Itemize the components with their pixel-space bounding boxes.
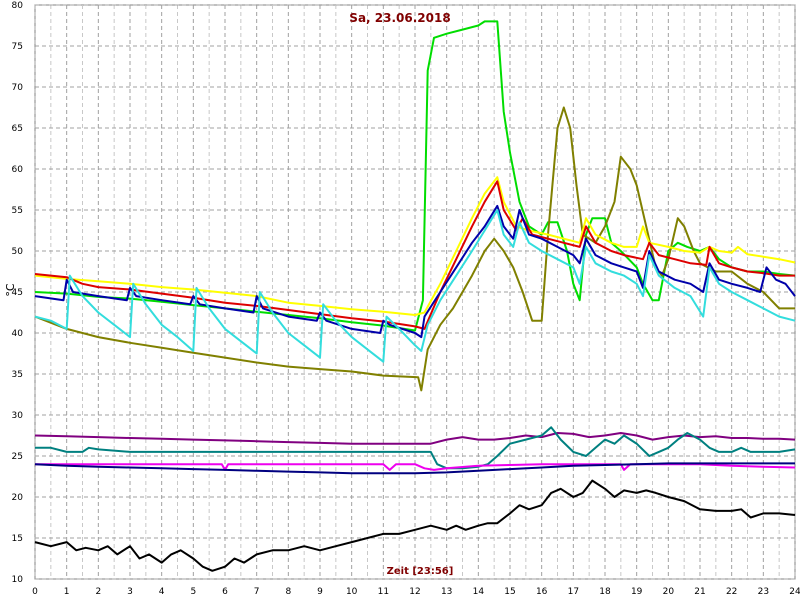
x-tick-label: 9 bbox=[317, 587, 323, 597]
x-tick-label: 23 bbox=[758, 587, 769, 597]
y-tick-label: 80 bbox=[12, 1, 24, 11]
series-line-1 bbox=[34, 20, 796, 332]
x-tick-label: 1 bbox=[64, 587, 70, 597]
x-tick-label: 8 bbox=[285, 587, 291, 597]
y-tick-label: 15 bbox=[12, 534, 23, 544]
x-tick-label: 20 bbox=[663, 587, 675, 597]
x-tick-label: 16 bbox=[536, 587, 548, 597]
x-tick-label: 22 bbox=[726, 587, 737, 597]
x-tick-label: 4 bbox=[159, 587, 165, 597]
y-tick-label: 75 bbox=[12, 42, 23, 52]
y-tick-label: 45 bbox=[12, 288, 23, 298]
x-tick-label: 12 bbox=[409, 587, 420, 597]
x-tick-label: 13 bbox=[441, 587, 452, 597]
series-line-6 bbox=[34, 209, 796, 363]
x-tick-label: 10 bbox=[346, 587, 358, 597]
x-tick-labels: 0 1 2 3 4 5 6 7 8 9 10 11 12 13 14 15 16 17 18 19 20 21 22 23 24 bbox=[32, 587, 800, 597]
y-tick-label: 25 bbox=[12, 452, 23, 462]
series-line-7 bbox=[34, 432, 796, 445]
x-tick-label: 7 bbox=[254, 587, 260, 597]
series-line-10 bbox=[34, 462, 795, 475]
x-tick-label: 2 bbox=[95, 587, 101, 597]
x-tick-label: 19 bbox=[631, 587, 643, 597]
series-line-8 bbox=[35, 426, 796, 470]
series-group bbox=[34, 20, 796, 572]
x-tick-label: 0 bbox=[32, 587, 38, 597]
x-tick-label: 11 bbox=[378, 587, 389, 597]
x-tick-label: 15 bbox=[504, 587, 515, 597]
y-tick-labels: 10 15 20 25 30 35 40 45 50 55 60 65 70 75 80 bbox=[12, 1, 24, 585]
series-line-5 bbox=[34, 204, 796, 339]
y-tick-label: 55 bbox=[12, 206, 23, 216]
y-tick-label: 65 bbox=[12, 124, 23, 134]
x-tick-label: 5 bbox=[190, 587, 196, 597]
y-tick-label: 50 bbox=[12, 247, 24, 257]
series-line-11 bbox=[34, 479, 796, 572]
y-tick-label: 70 bbox=[12, 83, 24, 93]
y-tick-label: 10 bbox=[12, 575, 24, 585]
x-tick-label: 21 bbox=[694, 587, 705, 597]
chart-title: Sa, 23.06.2018 bbox=[349, 11, 450, 25]
y-tick-label: 30 bbox=[12, 411, 24, 421]
y-tick-label: 60 bbox=[12, 165, 24, 175]
x-tick-label: 6 bbox=[222, 587, 228, 597]
x-axis-label: Zeit [23:56] bbox=[387, 566, 454, 577]
x-tick-label: 14 bbox=[473, 587, 485, 597]
y-axis-label: °C bbox=[4, 283, 17, 297]
y-tick-label: 35 bbox=[12, 370, 23, 380]
x-tick-label: 24 bbox=[789, 587, 800, 597]
y-tick-label: 40 bbox=[12, 329, 24, 339]
y-tick-label: 20 bbox=[12, 493, 24, 503]
x-tick-label: 18 bbox=[599, 587, 611, 597]
x-tick-label: 17 bbox=[568, 587, 579, 597]
x-tick-label: 3 bbox=[127, 587, 133, 597]
